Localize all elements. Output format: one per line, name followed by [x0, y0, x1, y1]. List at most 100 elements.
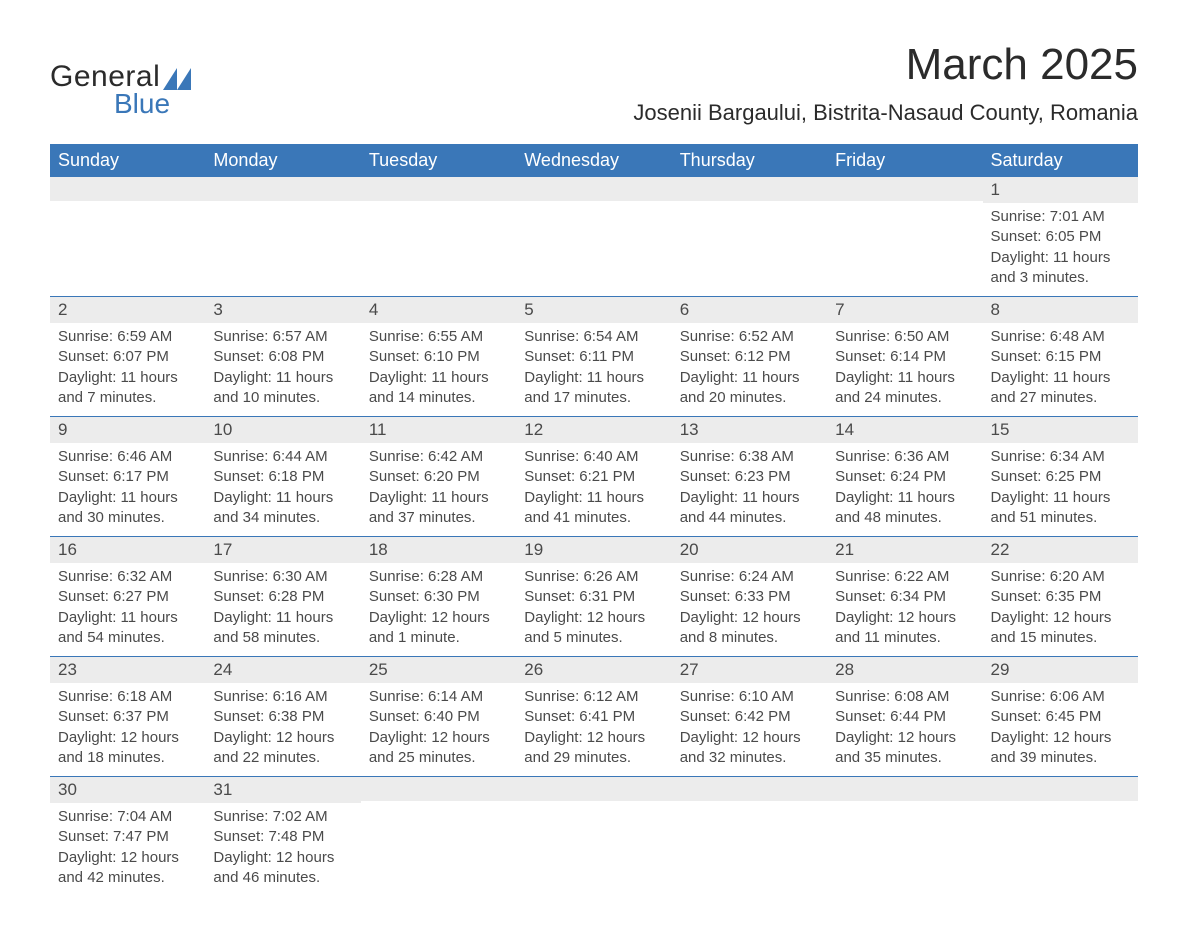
calendar-day-cell	[672, 177, 827, 297]
month-title: March 2025	[633, 40, 1138, 90]
calendar-day-cell: 13Sunrise: 6:38 AMSunset: 6:23 PMDayligh…	[672, 417, 827, 537]
daylight-text: Daylight: 12 hours and 15 minutes.	[991, 608, 1130, 649]
sunset-text: Sunset: 6:21 PM	[524, 467, 663, 487]
day-number: 17	[205, 537, 360, 563]
daylight-text: Daylight: 12 hours and 32 minutes.	[680, 728, 819, 769]
calendar-day-cell	[827, 177, 982, 297]
day-content: Sunrise: 6:57 AMSunset: 6:08 PMDaylight:…	[205, 323, 360, 416]
day-content: Sunrise: 6:24 AMSunset: 6:33 PMDaylight:…	[672, 563, 827, 656]
sunrise-text: Sunrise: 6:38 AM	[680, 447, 819, 467]
sunrise-text: Sunrise: 6:12 AM	[524, 687, 663, 707]
weekday-header: Friday	[827, 144, 982, 177]
day-number	[205, 177, 360, 201]
day-content: Sunrise: 6:44 AMSunset: 6:18 PMDaylight:…	[205, 443, 360, 536]
logo-shape-icon	[163, 68, 191, 90]
day-number: 14	[827, 417, 982, 443]
daylight-text: Daylight: 12 hours and 8 minutes.	[680, 608, 819, 649]
day-content	[672, 801, 827, 821]
day-number	[50, 177, 205, 201]
day-number	[827, 177, 982, 201]
calendar-day-cell: 20Sunrise: 6:24 AMSunset: 6:33 PMDayligh…	[672, 537, 827, 657]
sunset-text: Sunset: 6:28 PM	[213, 587, 352, 607]
calendar-day-cell	[983, 777, 1138, 897]
day-content: Sunrise: 6:08 AMSunset: 6:44 PMDaylight:…	[827, 683, 982, 776]
daylight-text: Daylight: 11 hours and 34 minutes.	[213, 488, 352, 529]
sunset-text: Sunset: 6:35 PM	[991, 587, 1130, 607]
day-content: Sunrise: 6:59 AMSunset: 6:07 PMDaylight:…	[50, 323, 205, 416]
day-number: 20	[672, 537, 827, 563]
header: General Blue March 2025 Josenii Bargaulu…	[50, 40, 1138, 126]
calendar-week-row: 1Sunrise: 7:01 AMSunset: 6:05 PMDaylight…	[50, 177, 1138, 297]
sunset-text: Sunset: 7:47 PM	[58, 827, 197, 847]
daylight-text: Daylight: 11 hours and 20 minutes.	[680, 368, 819, 409]
calendar-day-cell: 1Sunrise: 7:01 AMSunset: 6:05 PMDaylight…	[983, 177, 1138, 297]
day-content: Sunrise: 6:36 AMSunset: 6:24 PMDaylight:…	[827, 443, 982, 536]
calendar-day-cell: 10Sunrise: 6:44 AMSunset: 6:18 PMDayligh…	[205, 417, 360, 537]
day-content: Sunrise: 6:14 AMSunset: 6:40 PMDaylight:…	[361, 683, 516, 776]
daylight-text: Daylight: 11 hours and 27 minutes.	[991, 368, 1130, 409]
sunrise-text: Sunrise: 7:04 AM	[58, 807, 197, 827]
calendar-day-cell	[672, 777, 827, 897]
sunrise-text: Sunrise: 7:02 AM	[213, 807, 352, 827]
day-content: Sunrise: 6:38 AMSunset: 6:23 PMDaylight:…	[672, 443, 827, 536]
weekday-header: Thursday	[672, 144, 827, 177]
day-number	[672, 177, 827, 201]
day-number	[672, 777, 827, 801]
day-number: 7	[827, 297, 982, 323]
day-content: Sunrise: 6:22 AMSunset: 6:34 PMDaylight:…	[827, 563, 982, 656]
daylight-text: Daylight: 11 hours and 14 minutes.	[369, 368, 508, 409]
day-number: 30	[50, 777, 205, 803]
day-content: Sunrise: 6:40 AMSunset: 6:21 PMDaylight:…	[516, 443, 671, 536]
day-number: 24	[205, 657, 360, 683]
weekday-header: Sunday	[50, 144, 205, 177]
calendar-table: Sunday Monday Tuesday Wednesday Thursday…	[50, 144, 1138, 896]
day-content: Sunrise: 7:01 AMSunset: 6:05 PMDaylight:…	[983, 203, 1138, 296]
day-content: Sunrise: 7:04 AMSunset: 7:47 PMDaylight:…	[50, 803, 205, 896]
day-number: 9	[50, 417, 205, 443]
day-number: 15	[983, 417, 1138, 443]
day-number: 13	[672, 417, 827, 443]
day-content: Sunrise: 6:20 AMSunset: 6:35 PMDaylight:…	[983, 563, 1138, 656]
daylight-text: Daylight: 11 hours and 37 minutes.	[369, 488, 508, 529]
day-number: 31	[205, 777, 360, 803]
sunset-text: Sunset: 6:23 PM	[680, 467, 819, 487]
day-number	[516, 777, 671, 801]
day-number: 12	[516, 417, 671, 443]
location: Josenii Bargaului, Bistrita-Nasaud Count…	[633, 100, 1138, 126]
day-number: 1	[983, 177, 1138, 203]
day-content: Sunrise: 6:52 AMSunset: 6:12 PMDaylight:…	[672, 323, 827, 416]
day-content: Sunrise: 6:54 AMSunset: 6:11 PMDaylight:…	[516, 323, 671, 416]
day-number: 11	[361, 417, 516, 443]
sunset-text: Sunset: 6:25 PM	[991, 467, 1130, 487]
daylight-text: Daylight: 12 hours and 11 minutes.	[835, 608, 974, 649]
sunset-text: Sunset: 6:10 PM	[369, 347, 508, 367]
calendar-day-cell: 4Sunrise: 6:55 AMSunset: 6:10 PMDaylight…	[361, 297, 516, 417]
sunrise-text: Sunrise: 6:52 AM	[680, 327, 819, 347]
calendar-day-cell: 15Sunrise: 6:34 AMSunset: 6:25 PMDayligh…	[983, 417, 1138, 537]
day-content: Sunrise: 6:42 AMSunset: 6:20 PMDaylight:…	[361, 443, 516, 536]
calendar-day-cell: 25Sunrise: 6:14 AMSunset: 6:40 PMDayligh…	[361, 657, 516, 777]
weekday-header-row: Sunday Monday Tuesday Wednesday Thursday…	[50, 144, 1138, 177]
day-content	[672, 201, 827, 289]
calendar-day-cell: 16Sunrise: 6:32 AMSunset: 6:27 PMDayligh…	[50, 537, 205, 657]
sunset-text: Sunset: 6:42 PM	[680, 707, 819, 727]
calendar-day-cell: 22Sunrise: 6:20 AMSunset: 6:35 PMDayligh…	[983, 537, 1138, 657]
sunrise-text: Sunrise: 6:28 AM	[369, 567, 508, 587]
sunset-text: Sunset: 6:40 PM	[369, 707, 508, 727]
sunset-text: Sunset: 6:17 PM	[58, 467, 197, 487]
day-content: Sunrise: 6:16 AMSunset: 6:38 PMDaylight:…	[205, 683, 360, 776]
calendar-day-cell: 18Sunrise: 6:28 AMSunset: 6:30 PMDayligh…	[361, 537, 516, 657]
day-number	[361, 177, 516, 201]
day-number: 2	[50, 297, 205, 323]
day-content: Sunrise: 6:30 AMSunset: 6:28 PMDaylight:…	[205, 563, 360, 656]
day-number: 5	[516, 297, 671, 323]
calendar-week-row: 2Sunrise: 6:59 AMSunset: 6:07 PMDaylight…	[50, 297, 1138, 417]
daylight-text: Daylight: 11 hours and 7 minutes.	[58, 368, 197, 409]
calendar-day-cell	[516, 177, 671, 297]
sunset-text: Sunset: 6:33 PM	[680, 587, 819, 607]
day-number: 21	[827, 537, 982, 563]
day-number: 23	[50, 657, 205, 683]
calendar-day-cell	[50, 177, 205, 297]
sunrise-text: Sunrise: 6:20 AM	[991, 567, 1130, 587]
calendar-day-cell: 12Sunrise: 6:40 AMSunset: 6:21 PMDayligh…	[516, 417, 671, 537]
